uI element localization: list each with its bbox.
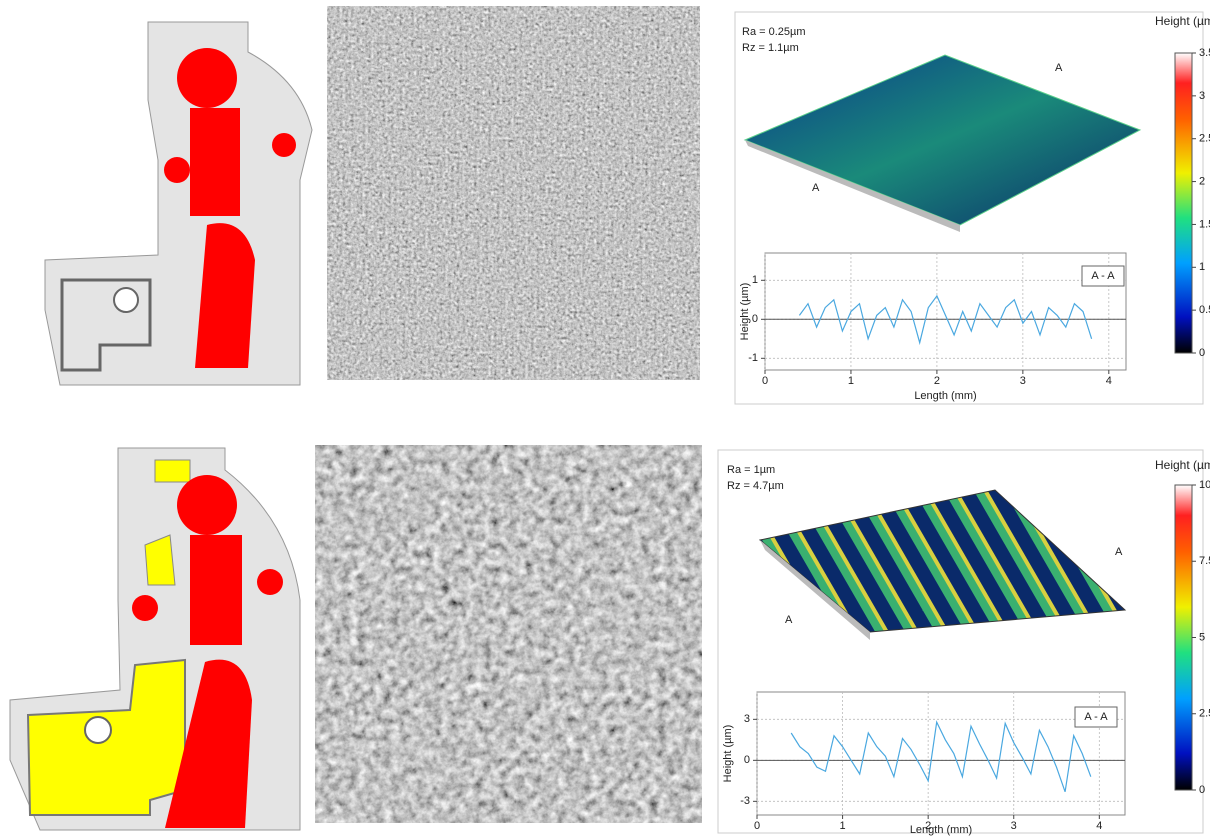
colorbar-title: Height (µm): [1155, 458, 1210, 472]
red-region: [132, 595, 158, 621]
y-tick-label: -1: [748, 352, 758, 364]
y-tick-label: -3: [740, 795, 750, 807]
colorbar-tick-label: 2.5: [1199, 708, 1210, 720]
y-axis-label: Height (µm): [722, 725, 734, 783]
colorbar-tick-label: 2: [1199, 175, 1205, 187]
section-label: A: [1055, 62, 1063, 74]
colorbar-tick-label: 1: [1199, 261, 1205, 273]
x-tick-label: 4: [1106, 375, 1112, 387]
x-tick-label: 4: [1096, 820, 1102, 832]
colorbar-tick-label: 0: [1199, 784, 1205, 796]
red-region: [177, 475, 237, 535]
sem-image: [315, 445, 702, 823]
roughness-label: Rz = 4.7µm: [727, 480, 784, 492]
x-axis-label: Length (mm): [910, 824, 972, 836]
roughness-label: Ra = 0.25µm: [742, 26, 806, 38]
colorbar-tick-label: 1.5: [1199, 218, 1210, 230]
x-axis-label: Length (mm): [914, 390, 976, 402]
red-region: [257, 569, 283, 595]
red-region: [164, 157, 190, 183]
colorbar-tick-label: 2.5: [1199, 133, 1210, 145]
y-tick-label: 0: [744, 754, 750, 766]
x-tick-label: 3: [1020, 375, 1026, 387]
section-label: A: [812, 182, 820, 194]
x-tick-label: 2: [934, 375, 940, 387]
x-tick-label: 3: [1011, 820, 1017, 832]
y-tick-label: 3: [744, 713, 750, 725]
colorbar-tick-label: 7.5: [1199, 555, 1210, 567]
x-tick-label: 1: [840, 820, 846, 832]
roughness-label: Ra = 1µm: [727, 464, 775, 476]
sem-image: [327, 6, 700, 380]
y-tick-label: 1: [752, 274, 758, 286]
section-label: A: [785, 614, 793, 626]
yellow-region: [155, 460, 190, 482]
y-axis-label: Height (µm): [739, 283, 751, 341]
red-region: [272, 133, 296, 157]
legend-label: A - A: [1084, 711, 1108, 723]
part-diagram: [45, 22, 312, 385]
figure: Ra = 0.25µmRz = 1.1µmAAHeight (µm)00.511…: [0, 0, 1210, 838]
y-tick-label: 0: [752, 313, 758, 325]
colorbar-tick-label: 3: [1199, 90, 1205, 102]
colorbar-tick-label: 0.5: [1199, 304, 1210, 316]
x-tick-label: 0: [762, 375, 768, 387]
colorbar-tick-label: 5: [1199, 631, 1205, 643]
x-tick-label: 0: [754, 820, 760, 832]
colorbar-title: Height (µm): [1155, 14, 1210, 28]
red-region: [177, 48, 237, 108]
part-hole: [85, 717, 111, 743]
plot-area: [757, 692, 1125, 815]
red-region: [190, 108, 240, 216]
roughness-label: Rz = 1.1µm: [742, 42, 799, 54]
section-label: A: [1115, 546, 1123, 558]
part-diagram: [10, 448, 300, 830]
colorbar: [1175, 485, 1192, 790]
x-tick-label: 1: [848, 375, 854, 387]
colorbar-tick-label: 0: [1199, 347, 1205, 359]
legend-label: A - A: [1091, 270, 1115, 282]
colorbar-tick-label: 3.5: [1199, 47, 1210, 59]
red-region: [190, 535, 242, 645]
part-hole: [114, 288, 138, 312]
colorbar-tick-label: 10: [1199, 479, 1210, 491]
colorbar: [1175, 53, 1192, 353]
